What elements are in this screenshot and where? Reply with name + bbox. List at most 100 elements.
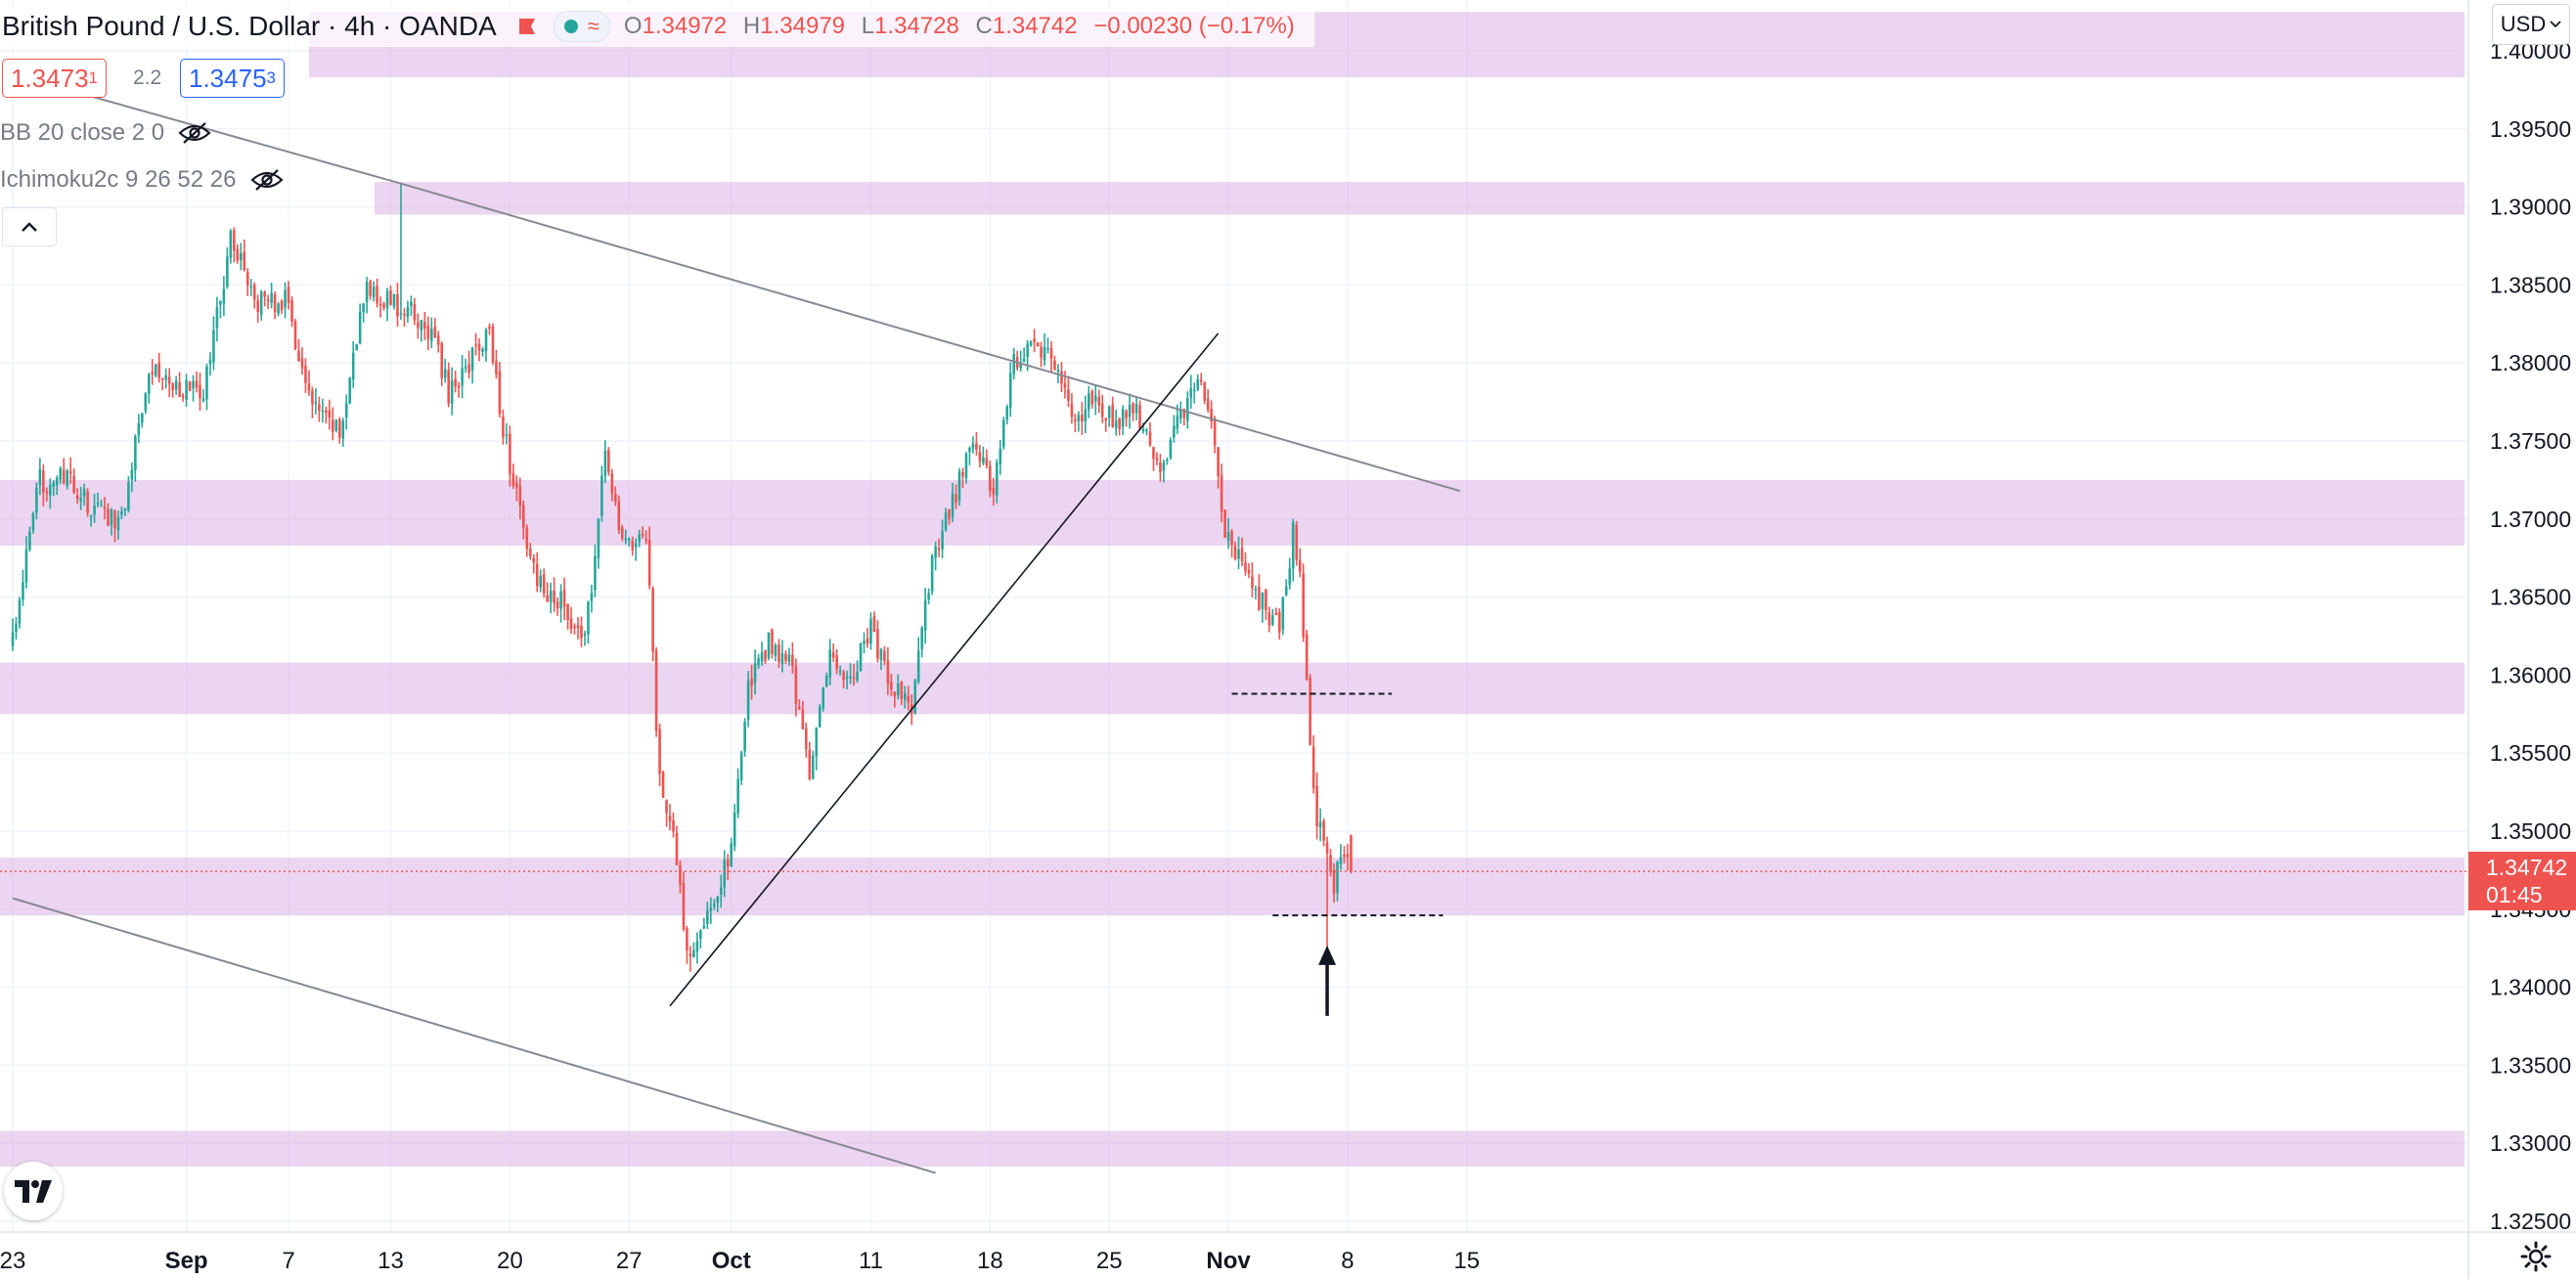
candle[interactable] (794, 658, 798, 717)
candle[interactable] (1138, 400, 1141, 431)
candle[interactable] (113, 508, 116, 543)
candle[interactable] (580, 616, 583, 647)
sr-zone[interactable] (0, 858, 2465, 916)
candle[interactable] (1258, 574, 1261, 612)
candle[interactable] (1271, 608, 1274, 627)
candle[interactable] (1240, 537, 1244, 567)
candle[interactable] (454, 370, 457, 393)
candle[interactable] (192, 375, 195, 402)
candle[interactable] (771, 628, 774, 659)
candle[interactable] (341, 418, 345, 447)
candle[interactable] (985, 449, 989, 469)
candle[interactable] (944, 507, 948, 532)
candle[interactable] (903, 685, 907, 709)
candle[interactable] (1155, 452, 1159, 465)
candle[interactable] (141, 412, 144, 428)
collapse-legend-button[interactable] (2, 207, 57, 246)
candle[interactable] (229, 229, 233, 264)
candle[interactable] (712, 899, 716, 910)
candle[interactable] (549, 582, 553, 614)
candle[interactable] (730, 837, 733, 867)
indicator-ichimoku[interactable]: Ichimoku2c 9 26 52 26 (0, 162, 284, 198)
candle[interactable] (280, 299, 284, 315)
candle[interactable] (1173, 415, 1176, 443)
candle[interactable] (233, 227, 236, 263)
candle[interactable] (583, 630, 587, 646)
currency-selector[interactable]: USD (2492, 4, 2570, 45)
candle[interactable] (777, 639, 780, 669)
candle[interactable] (739, 750, 743, 785)
candle[interactable] (518, 477, 522, 520)
candle[interactable] (920, 626, 923, 658)
candle[interactable] (631, 536, 635, 556)
candle[interactable] (103, 497, 107, 520)
candle[interactable] (1309, 674, 1311, 746)
candle[interactable] (907, 685, 910, 711)
candle[interactable] (130, 463, 134, 493)
candle[interactable] (127, 476, 130, 513)
candle[interactable] (332, 407, 334, 441)
candle[interactable] (1318, 808, 1322, 842)
candle[interactable] (1295, 520, 1299, 566)
candle[interactable] (559, 584, 562, 623)
candle[interactable] (989, 460, 992, 498)
candle[interactable] (137, 414, 141, 444)
candle[interactable] (913, 679, 917, 715)
candle[interactable] (429, 317, 433, 349)
candle[interactable] (1254, 585, 1258, 600)
candle[interactable] (420, 319, 423, 342)
candle[interactable] (208, 352, 212, 376)
candle[interactable] (692, 942, 695, 958)
candle[interactable] (399, 183, 403, 321)
candle[interactable] (311, 386, 314, 419)
candle[interactable] (576, 617, 580, 640)
candle[interactable] (348, 376, 352, 405)
candle[interactable] (1033, 329, 1036, 353)
candle[interactable] (1233, 542, 1237, 561)
candle[interactable] (491, 323, 495, 366)
candle[interactable] (474, 332, 477, 356)
candle[interactable] (948, 508, 951, 525)
candle[interactable] (774, 642, 777, 662)
candle[interactable] (937, 538, 941, 557)
candle[interactable] (587, 600, 590, 644)
candle[interactable] (372, 281, 376, 302)
candle[interactable] (594, 544, 597, 597)
candle[interactable] (1145, 427, 1148, 436)
candle[interactable] (1040, 341, 1043, 368)
candle[interactable] (1206, 388, 1210, 414)
candle[interactable] (351, 341, 355, 388)
candle[interactable] (31, 511, 35, 534)
candle[interactable] (413, 297, 417, 326)
candle[interactable] (185, 374, 188, 408)
candle[interactable] (525, 524, 529, 557)
candle[interactable] (1274, 607, 1278, 616)
candle[interactable] (1022, 347, 1026, 363)
candle[interactable] (68, 457, 72, 484)
candle[interactable] (157, 352, 161, 383)
candle[interactable] (488, 323, 491, 335)
candle[interactable] (555, 596, 559, 616)
candle[interactable] (600, 465, 603, 522)
candle[interactable] (219, 299, 222, 319)
candle[interactable] (511, 463, 515, 490)
candle[interactable] (318, 396, 321, 422)
candle[interactable] (1305, 630, 1309, 682)
candle[interactable] (89, 514, 93, 527)
candle[interactable] (1196, 374, 1200, 392)
candle[interactable] (1291, 518, 1295, 582)
candle[interactable] (45, 487, 49, 502)
candle[interactable] (831, 643, 835, 663)
candle[interactable] (876, 620, 879, 663)
eye-hidden-icon[interactable] (178, 121, 211, 145)
candle[interactable] (890, 674, 893, 697)
candle[interactable] (1298, 548, 1302, 578)
candle[interactable] (1244, 552, 1247, 576)
candle[interactable] (15, 616, 18, 640)
candle[interactable] (900, 681, 904, 705)
candle[interactable] (201, 389, 205, 403)
candle[interactable] (464, 358, 467, 374)
candle[interactable] (358, 303, 362, 345)
candle[interactable] (325, 406, 328, 424)
price-axis[interactable]: 1.325001.330001.335001.340001.345001.350… (2490, 38, 2571, 1234)
